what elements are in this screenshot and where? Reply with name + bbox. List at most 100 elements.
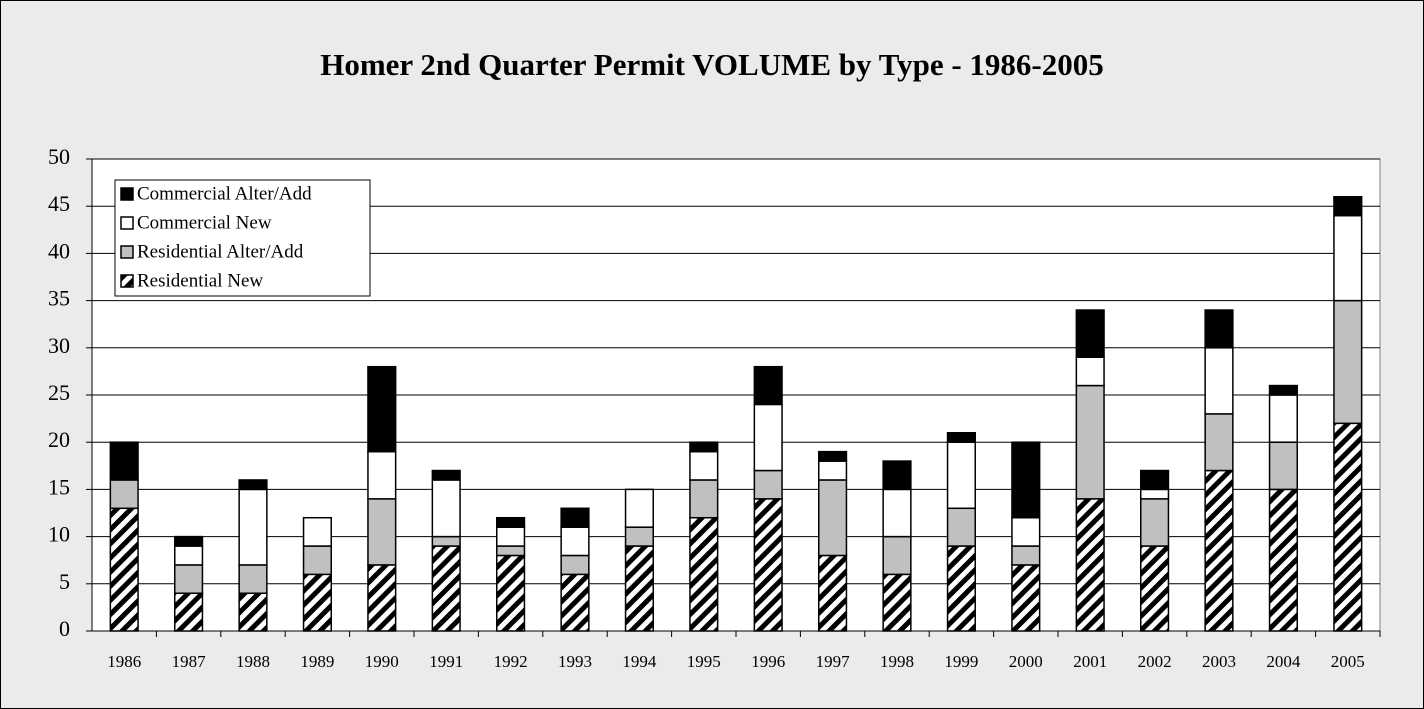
bar-segment (1204, 413, 1234, 472)
bar-segment (882, 488, 912, 538)
bar-segment (946, 441, 976, 510)
bar-segment (367, 450, 397, 500)
legend-label: Residential New (137, 270, 263, 291)
x-tick-label: 1989 (300, 652, 334, 671)
bar-segment (174, 535, 204, 547)
bar-segment (1140, 545, 1170, 632)
x-tick-label: 2003 (1202, 652, 1236, 671)
x-tick-label: 1991 (429, 652, 463, 671)
x-tick-label: 1996 (751, 652, 785, 671)
bar-segment (174, 545, 204, 566)
legend-swatch (120, 216, 134, 230)
y-tick-label: 45 (48, 191, 70, 216)
bar-segment (302, 516, 332, 547)
bar-segment (946, 507, 976, 547)
x-tick-label: 1999 (944, 652, 978, 671)
bar-segment (753, 498, 783, 632)
bar-segment (174, 592, 204, 632)
bar-segment (689, 450, 719, 481)
x-tick-label: 2005 (1331, 652, 1365, 671)
legend-swatch (120, 245, 134, 259)
bar-segment (174, 564, 204, 594)
legend-label: Residential Alter/Add (137, 241, 304, 262)
y-tick-label: 10 (48, 522, 70, 547)
bar-segment (1140, 488, 1170, 500)
x-tick-label: 1997 (816, 652, 851, 671)
bar-segment (238, 564, 268, 594)
bar-segment (882, 535, 912, 576)
bar-segment (946, 432, 976, 443)
bar-segment (302, 545, 332, 576)
x-tick-label: 1998 (880, 652, 914, 671)
x-tick-label: 1986 (107, 652, 141, 671)
bar-segment (946, 545, 976, 632)
bar-segment (1204, 309, 1234, 349)
bar-segment (431, 469, 461, 481)
x-tick-label: 1994 (622, 652, 657, 671)
x-tick-label: 1995 (687, 652, 721, 671)
bar-segment (1204, 347, 1234, 415)
bar-segment (624, 488, 654, 528)
bar-segment (238, 592, 268, 632)
bar-segment (431, 479, 461, 538)
bar-segment (1333, 299, 1363, 425)
bar-segment (1140, 469, 1170, 491)
y-tick-label: 20 (48, 427, 70, 452)
bar-segment (496, 516, 526, 528)
bar-segment (496, 545, 526, 557)
bar-segment (1333, 214, 1363, 302)
bar-segment (689, 479, 719, 519)
y-tick-label: 50 (48, 144, 70, 169)
legend-label: Commercial Alter/Add (137, 183, 312, 204)
bar-segment (1075, 384, 1105, 500)
bar-segment (818, 460, 848, 481)
bar-segment (689, 516, 719, 632)
x-tick-label: 1993 (558, 652, 592, 671)
bar-segment (624, 545, 654, 632)
legend-swatch (120, 187, 134, 201)
bar-segment (882, 460, 912, 491)
bar-segment (1268, 384, 1298, 396)
y-tick-label: 25 (48, 380, 70, 405)
bar-segment (109, 441, 139, 481)
bar-segment (1268, 441, 1298, 491)
bar-segment (1333, 422, 1363, 632)
x-tick-label: 1988 (236, 652, 270, 671)
bar-segment (818, 554, 848, 632)
y-tick-label: 0 (59, 616, 70, 641)
bar-segment (431, 545, 461, 632)
bar-segment (560, 526, 590, 557)
bar-segment (1075, 498, 1105, 632)
bar-segment (818, 479, 848, 557)
y-tick-label: 30 (48, 333, 70, 358)
bar-segment (109, 479, 139, 510)
bar-segment (1011, 516, 1041, 547)
x-tick-label: 2001 (1073, 652, 1107, 671)
y-tick-label: 5 (59, 569, 70, 594)
bar-segment (496, 554, 526, 632)
legend-label: Commercial New (137, 212, 272, 233)
bar-segment (367, 365, 397, 453)
bar-segment (753, 403, 783, 472)
bar-segment (109, 507, 139, 632)
bar-segment (1075, 356, 1105, 387)
bar-segment (367, 498, 397, 566)
bar-segment (1333, 196, 1363, 217)
x-tick-label: 1992 (494, 652, 528, 671)
x-tick-label: 1987 (172, 652, 207, 671)
bar-segment (689, 441, 719, 453)
legend-box (114, 179, 371, 297)
y-tick-label: 40 (48, 238, 70, 263)
bar-segment (1268, 488, 1298, 632)
legend-swatch (120, 274, 134, 288)
x-tick-label: 2000 (1009, 652, 1043, 671)
bar-segment (1011, 545, 1041, 566)
bar-segment (753, 469, 783, 500)
bar-segment (818, 450, 848, 462)
x-tick-label: 1990 (365, 652, 399, 671)
y-tick-label: 35 (48, 286, 70, 311)
bar-segment (1204, 469, 1234, 632)
bar-segment (238, 479, 268, 491)
bar-segment (1011, 564, 1041, 632)
